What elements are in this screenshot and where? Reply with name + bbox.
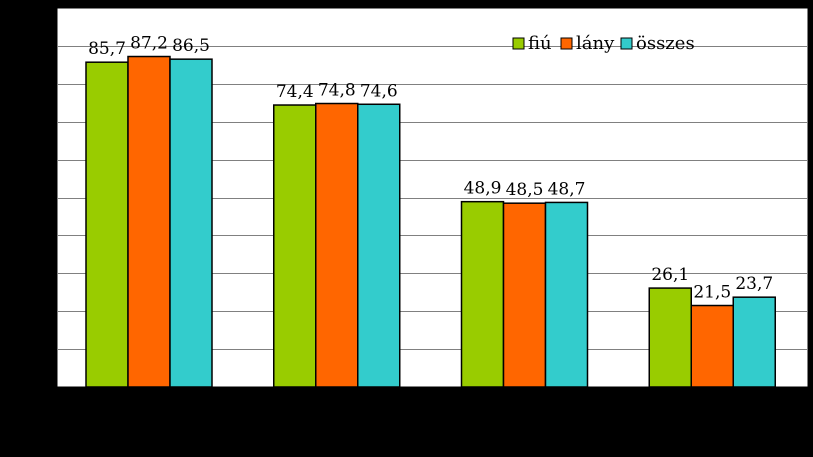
legend-swatch-összes <box>620 37 633 50</box>
bar-összes <box>544 201 589 388</box>
bar-összes <box>732 296 776 388</box>
legend-swatch-fiú <box>512 37 525 50</box>
data-label: 21,5 <box>693 283 731 303</box>
bar-lány <box>690 304 734 388</box>
data-label: 48,5 <box>506 180 544 200</box>
bar-összes <box>169 58 213 388</box>
bar-összes <box>357 103 401 388</box>
data-label: 26,1 <box>651 265 689 285</box>
data-label: 74,4 <box>276 82 314 102</box>
legend-label: összes <box>636 33 695 54</box>
bar-fiú <box>460 200 505 388</box>
data-label: 23,7 <box>735 274 773 294</box>
legend: fiú lány összes <box>512 33 695 54</box>
bar-lány <box>502 202 547 388</box>
data-label: 48,9 <box>464 179 502 199</box>
data-label: 48,7 <box>548 179 586 199</box>
bar-fiú <box>85 61 129 388</box>
data-label: 86,5 <box>172 36 210 56</box>
data-label: 74,8 <box>318 81 356 101</box>
legend-swatch-lány <box>560 37 573 50</box>
data-label: 87,2 <box>130 34 168 54</box>
legend-label: fiú <box>528 33 552 54</box>
data-labels: 85,7 74,4 48,9 26,1 87,2 74,8 48,5 21,5 86,5 74,6… <box>88 34 773 303</box>
bar-lány <box>127 55 171 388</box>
data-label: 85,7 <box>88 39 126 59</box>
bar-fiú <box>273 104 317 388</box>
bar-fiú <box>648 287 692 388</box>
bar-lány <box>315 102 359 388</box>
legend-label: lány <box>576 33 615 54</box>
bars <box>85 55 776 388</box>
data-label: 74,6 <box>360 81 398 101</box>
